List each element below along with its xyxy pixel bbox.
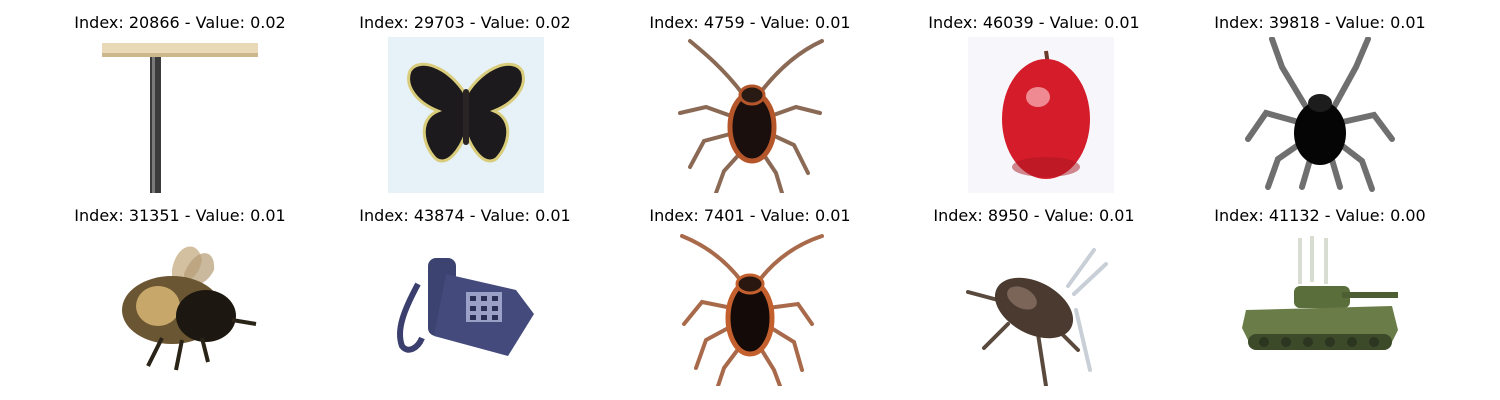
panel-image-1 <box>102 37 258 193</box>
panel-title-5: Index: 39818 - Value: 0.01 <box>1214 13 1426 32</box>
bee-icon <box>102 230 258 386</box>
spider-icon <box>1242 37 1398 193</box>
telephone-icon <box>388 230 544 386</box>
panel-image-6 <box>102 230 258 386</box>
apple-icon <box>958 37 1114 193</box>
panel-title-9: Index: 8950 - Value: 0.01 <box>933 206 1135 225</box>
panel-image-4 <box>958 37 1114 193</box>
panel-image-9 <box>958 230 1114 386</box>
table-icon <box>102 37 258 193</box>
panel-title-2: Index: 29703 - Value: 0.02 <box>359 13 571 32</box>
butterfly-icon <box>388 37 544 193</box>
panel-title-8: Index: 7401 - Value: 0.01 <box>649 206 851 225</box>
panel-title-6: Index: 31351 - Value: 0.01 <box>74 206 286 225</box>
panel-image-8 <box>672 230 828 386</box>
panel-title-7: Index: 43874 - Value: 0.01 <box>359 206 571 225</box>
panel-title-3: Index: 4759 - Value: 0.01 <box>649 13 851 32</box>
panel-image-7 <box>388 230 544 386</box>
panel-image-5 <box>1242 37 1398 193</box>
panel-title-1: Index: 20866 - Value: 0.02 <box>74 13 286 32</box>
panel-image-3 <box>672 37 828 193</box>
cockroach-icon <box>672 230 828 386</box>
tank-icon <box>1242 230 1398 386</box>
panel-image-10 <box>1242 230 1398 386</box>
panel-title-10: Index: 41132 - Value: 0.00 <box>1214 206 1426 225</box>
panel-title-4: Index: 46039 - Value: 0.01 <box>928 13 1140 32</box>
panel-image-2 <box>388 37 544 193</box>
beetle-icon <box>958 230 1114 386</box>
cockroach-icon <box>672 37 828 193</box>
